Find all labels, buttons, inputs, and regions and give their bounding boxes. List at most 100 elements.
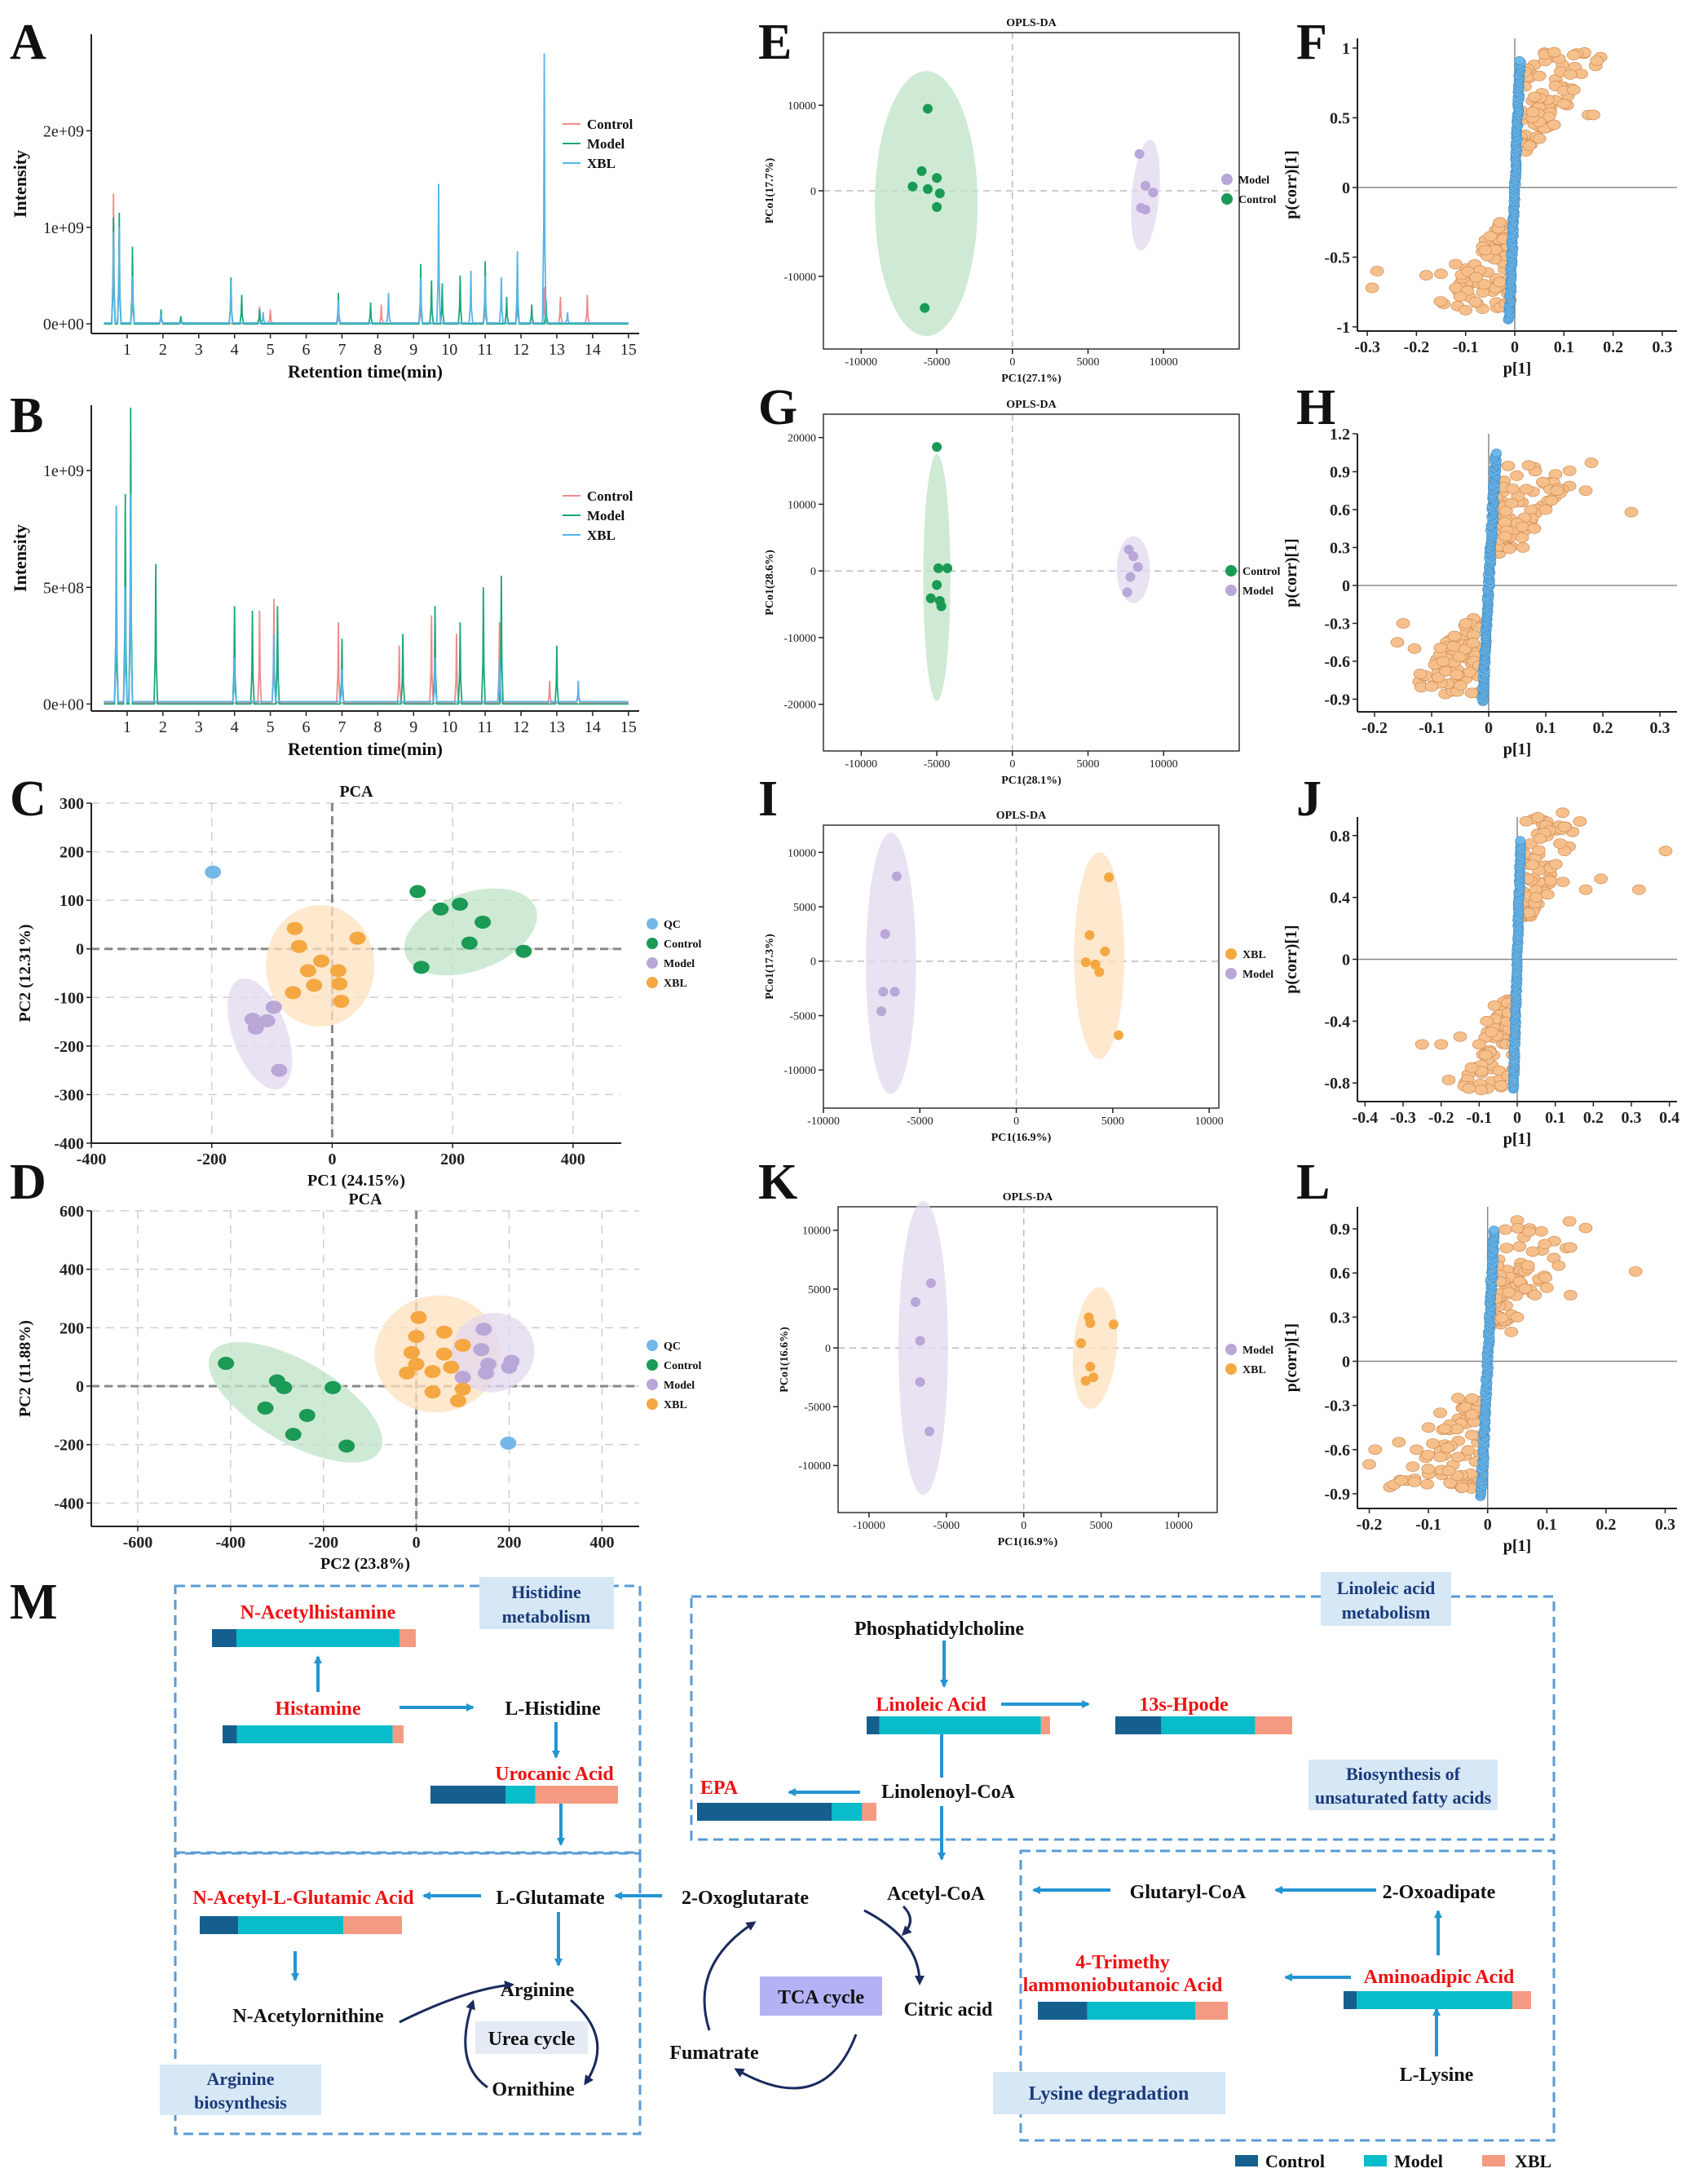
- point-orange: [1407, 1477, 1422, 1487]
- bar-n_acetyl_glutamic-model: [238, 1916, 344, 1934]
- y-tick-label: -400: [54, 1495, 84, 1513]
- y-tick-label: 0: [825, 1343, 831, 1355]
- x-tick-label: -0.1: [1419, 719, 1445, 737]
- point-orange: [1433, 296, 1448, 307]
- x-tick-label: 5000: [1090, 1520, 1113, 1532]
- legend-control: Control: [1265, 2151, 1325, 2171]
- point-control: [925, 593, 936, 603]
- svg-text:J: J: [1296, 771, 1322, 827]
- point-orange: [1443, 1477, 1457, 1489]
- point-orange: [1407, 643, 1422, 654]
- point-orange: [1594, 873, 1609, 885]
- y-tick-label: 10000: [788, 100, 816, 113]
- x-tick-label: -0.3: [1390, 1109, 1416, 1127]
- y-tick-label: 0: [810, 566, 816, 578]
- bar-urocanic-control: [430, 1786, 505, 1804]
- legend-dot: [647, 1359, 658, 1371]
- x-tick-label: -10000: [845, 758, 878, 771]
- point-orange: [1520, 1260, 1535, 1271]
- x-tick-label: 0.2: [1593, 719, 1613, 737]
- point-xbl: [1108, 1319, 1119, 1330]
- x-tick-label: 1: [123, 718, 131, 736]
- point-orange: [1469, 272, 1483, 283]
- point-orange: [1452, 651, 1467, 663]
- met-trimethyl-2: lammoniobutanoic Acid: [1023, 1975, 1223, 1996]
- legend-dot: [1225, 585, 1237, 596]
- y-tick-label: 0: [1342, 1354, 1350, 1371]
- x-tick-label: 13: [549, 341, 565, 359]
- point-xbl: [331, 977, 348, 991]
- legend-label: Model: [587, 136, 625, 152]
- point-model: [924, 1426, 934, 1437]
- series-line-model: [104, 407, 629, 705]
- y-tick-label: 0.9: [1330, 1221, 1350, 1239]
- y-tick-label: 0e+00: [43, 696, 84, 713]
- met-urocanic: Urocanic Acid: [495, 1764, 614, 1785]
- legend-label: Model: [664, 958, 695, 970]
- bar-n_acetylhistamine-xbl: [399, 1629, 416, 1647]
- y-tick-label: -10000: [798, 1460, 831, 1473]
- point-xbl: [454, 1382, 471, 1396]
- plot-frame: [823, 824, 1220, 1109]
- point-orange: [1453, 1031, 1467, 1042]
- met-l-histidine: L-Histidine: [505, 1698, 601, 1720]
- legend-dot: [647, 938, 658, 949]
- point-orange: [1421, 1449, 1435, 1460]
- point-model: [878, 987, 889, 997]
- point-model: [1141, 205, 1151, 215]
- point-xbl: [286, 921, 303, 935]
- x-tick-label: 3: [195, 341, 203, 359]
- x-tick-label: -10000: [845, 356, 878, 369]
- point-model: [880, 929, 890, 939]
- x-tick-label: 13: [549, 718, 565, 736]
- met-oxoglutarate: 2-Oxoglutarate: [682, 1888, 809, 1909]
- met-n-acetyl-glutamic: N-Acetyl-L-Glutamic Acid: [192, 1888, 414, 1909]
- bar-n_acetylhistamine-control: [212, 1629, 236, 1647]
- bar-linoleic-model: [879, 1716, 1041, 1734]
- point-xbl: [1080, 1376, 1091, 1386]
- point-orange: [1451, 1393, 1465, 1403]
- legend-label: Model: [587, 508, 625, 523]
- point-orange: [1510, 1312, 1525, 1323]
- x-tick-label: 5: [267, 341, 275, 359]
- y-tick-label: 0.8: [1330, 828, 1350, 846]
- bar-urocanic-xbl: [535, 1786, 618, 1804]
- legend-label: XBL: [587, 156, 616, 171]
- svg-text:G: G: [758, 380, 797, 435]
- box-lysine: [1019, 1849, 1556, 2142]
- point-orange: [1563, 1242, 1578, 1253]
- x-tick-label: 10: [441, 341, 457, 359]
- point-control: [932, 442, 942, 453]
- y-tick-label: -10000: [783, 272, 816, 284]
- point-orange: [1578, 884, 1593, 895]
- chart-j-splot: -0.4 -0.3 -0.2 -0.1 0 0.1 0.2 0.3 0.4-0.8-0.400.…: [1282, 807, 1679, 1148]
- point-orange: [1468, 296, 1483, 307]
- chart-k-oplsda: -10000 -5000 0 5000 10000 -10000 -5000 0 5000 100…: [779, 1191, 1273, 1548]
- y-tick-label: 10000: [788, 499, 816, 511]
- point-xbl: [285, 986, 302, 1000]
- point-xbl: [1085, 1318, 1096, 1328]
- met-hpode: 13s-Hpode: [1139, 1694, 1229, 1716]
- point-orange: [1556, 807, 1570, 819]
- series-line-model: [104, 212, 629, 325]
- y-tick-label: -0.8: [1324, 1075, 1350, 1093]
- point-model: [915, 1376, 925, 1387]
- x-tick-label: 5: [267, 718, 275, 736]
- point-orange: [1441, 1075, 1456, 1085]
- x-tick-label: -5000: [907, 1115, 933, 1128]
- legend-label: Control: [1242, 566, 1281, 578]
- y-tick-label: 5e+08: [43, 579, 84, 597]
- ellipse-model: [1116, 536, 1150, 603]
- bar-linoleic-control: [867, 1716, 880, 1734]
- label-lysine: Lysine degradation: [1029, 2083, 1189, 2105]
- y-tick-label: -1: [1336, 319, 1350, 337]
- bar-trimethyl-control: [1038, 2002, 1088, 2020]
- y-tick-label: -0.6: [1324, 653, 1350, 671]
- x-tick-label: 14: [585, 718, 601, 736]
- point-orange: [1390, 637, 1405, 648]
- x-tick-label: -0.3: [1354, 338, 1380, 356]
- point-xbl: [290, 939, 307, 953]
- point-model: [475, 1323, 492, 1336]
- point-orange: [1551, 1260, 1566, 1271]
- point-control: [276, 1380, 293, 1394]
